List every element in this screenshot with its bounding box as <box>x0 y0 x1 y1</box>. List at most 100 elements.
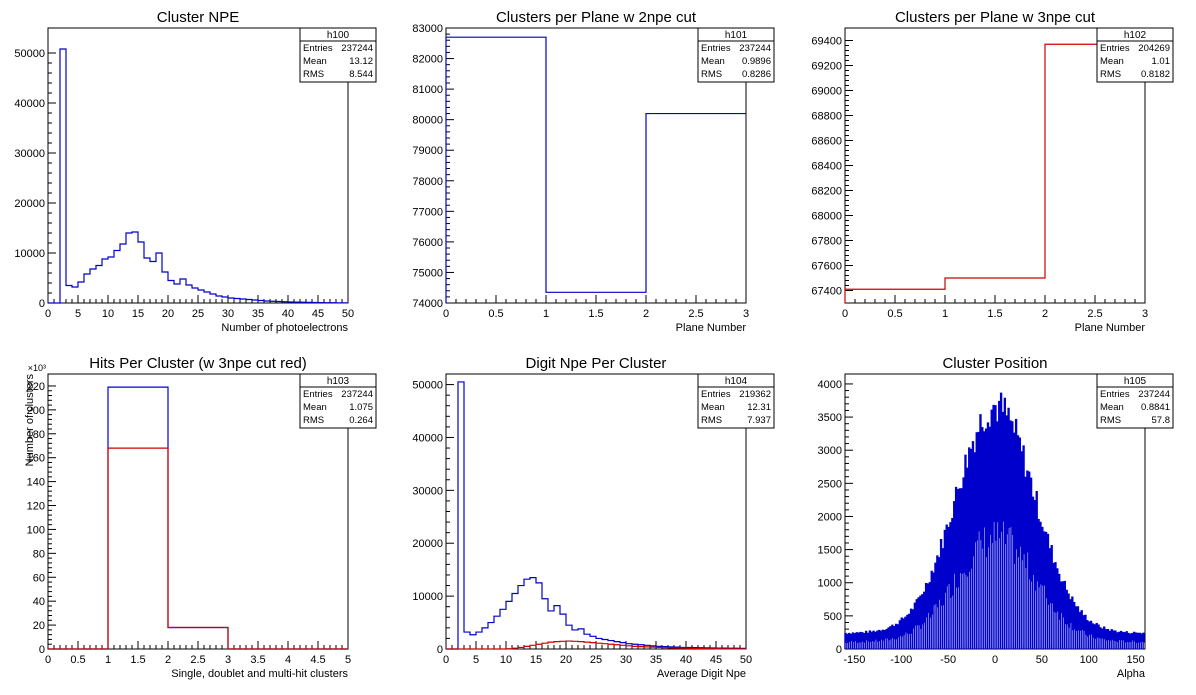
x-tick-label: 0.5 <box>887 308 902 320</box>
y-exponent-label: ×10³ <box>28 363 46 373</box>
y-tick-label: 2500 <box>818 478 842 490</box>
stats-box-frame <box>299 27 377 83</box>
x-tick-label: 0.5 <box>488 308 503 320</box>
chart-svg-1: Clusters per Plane w 2npe cut 0 0.5 1 1.5 2 2.… <box>412 9 775 334</box>
histogram-series-1 <box>446 640 746 650</box>
y-tick-label: 80000 <box>412 115 443 127</box>
stats-value: 12.31 <box>747 402 771 413</box>
y-tick-label: 3000 <box>818 445 842 457</box>
y-tick-label: 30000 <box>14 148 45 160</box>
stats-box: h104 Entries 219362 Mean 12.31 RMS 7.937 <box>697 373 775 429</box>
chart-panel-0: Cluster NPE 0 5 10 15 20 25 30 35 40 45 50 0 10000 200… <box>0 0 398 344</box>
y-tick-label: 68600 <box>811 136 842 148</box>
stats-name: h101 <box>725 30 748 41</box>
x-tick-label: 20 <box>162 308 174 320</box>
stats-box-frame <box>697 373 775 429</box>
chart-svg-4: Digit Npe Per Cluster 0 5 10 15 20 25 30 35 40 45 5… <box>412 355 775 680</box>
x-tick-label: 35 <box>650 654 662 666</box>
x-tick-label: 30 <box>222 308 234 320</box>
y-tick-label: 68800 <box>811 111 842 123</box>
histogram-series-0 <box>48 48 348 304</box>
stats-box: h102 Entries 204269 Mean 1.01 RMS 0.8182 <box>1096 27 1174 83</box>
y-tick-label: 120 <box>27 501 45 513</box>
chart-title: Cluster Position <box>942 355 1047 372</box>
chart-title: Clusters per Plane w 2npe cut <box>496 9 697 26</box>
stats-key: RMS <box>303 69 324 80</box>
x-tick-label: 50 <box>342 308 354 320</box>
x-tick-label: 35 <box>252 308 264 320</box>
stats-value: 237244 <box>1138 389 1170 400</box>
x-tick-label: 3 <box>225 654 231 666</box>
y-tick-label: 67600 <box>811 261 842 273</box>
x-tick-label: 1.5 <box>588 308 603 320</box>
chart-svg-0: Cluster NPE 0 5 10 15 20 25 30 35 40 45 50 0 10000 200… <box>14 9 377 334</box>
x-axis-label: Plane Number <box>1075 322 1146 334</box>
y-tick-label: 20000 <box>14 198 45 210</box>
chart-title: Digit Npe Per Cluster <box>526 355 667 372</box>
stats-key: Mean <box>701 402 725 413</box>
x-tick-label: 0 <box>842 308 848 320</box>
stats-box-frame <box>697 27 775 83</box>
stats-key: Entries <box>1100 389 1130 400</box>
stats-key: Mean <box>701 56 725 67</box>
x-tick-label: 2 <box>165 654 171 666</box>
y-tick-label: 67800 <box>811 236 842 248</box>
stats-value: 0.8286 <box>742 69 771 80</box>
y-tick-label: 76000 <box>412 237 443 249</box>
stats-key: Entries <box>701 389 731 400</box>
stats-key: Mean <box>1100 402 1124 413</box>
y-tick-label: 500 <box>824 611 842 623</box>
x-axis-label: Alpha <box>1117 668 1146 680</box>
y-tick-label: 1000 <box>818 578 842 590</box>
x-tick-label: 0 <box>45 308 51 320</box>
x-tick-label: 0 <box>992 654 998 666</box>
y-tick-label: 69400 <box>811 36 842 48</box>
x-tick-label: 100 <box>1080 654 1098 666</box>
y-tick-label: 140 <box>27 477 45 489</box>
stats-value: 7.937 <box>747 415 771 426</box>
stats-key: Entries <box>303 389 333 400</box>
y-tick-label: 100 <box>27 524 45 536</box>
stats-value: 237244 <box>341 389 373 400</box>
x-tick-label: 2.5 <box>688 308 703 320</box>
stats-name: h105 <box>1124 376 1147 387</box>
chart-panel-5: Cluster Position -150 -100 -50 0 50 100 150 0 500… <box>797 346 1195 690</box>
x-tick-label: 5 <box>75 308 81 320</box>
stats-name: h103 <box>327 376 350 387</box>
x-tick-label: 1.5 <box>987 308 1002 320</box>
stats-value: 1.01 <box>1152 56 1171 67</box>
y-tick-label: 3500 <box>818 412 842 424</box>
stats-value: 219362 <box>739 389 771 400</box>
stats-box-frame <box>1096 27 1174 83</box>
x-tick-label: -150 <box>843 654 865 666</box>
stats-name: h102 <box>1124 30 1147 41</box>
stats-key: RMS <box>303 415 324 426</box>
chart-panel-4: Digit Npe Per Cluster 0 5 10 15 20 25 30 35 40 45 5… <box>398 346 796 690</box>
stats-box: h103 Entries 237244 Mean 1.075 RMS 0.264 <box>299 373 377 429</box>
x-tick-label: 5 <box>345 654 351 666</box>
stats-value: 0.8841 <box>1141 402 1170 413</box>
x-tick-label: 3 <box>1142 308 1148 320</box>
y-tick-label: 20 <box>33 620 45 632</box>
stats-value: 0.264 <box>349 415 373 426</box>
x-tick-label: 5 <box>473 654 479 666</box>
x-tick-label: 3.5 <box>250 654 265 666</box>
x-axis-label: Number of photoelectrons <box>221 322 348 334</box>
y-tick-label: 40 <box>33 596 45 608</box>
y-tick-label: 0 <box>39 298 45 310</box>
x-tick-label: 0 <box>45 654 51 666</box>
x-tick-label: 25 <box>192 308 204 320</box>
stats-box: h101 Entries 237244 Mean 0.9896 RMS 0.8286 <box>697 27 775 83</box>
y-tick-label: 0 <box>437 644 443 656</box>
y-tick-label: 40000 <box>14 98 45 110</box>
histogram-series-1 <box>48 447 348 650</box>
stats-key: Mean <box>303 56 327 67</box>
x-tick-label: 2.5 <box>190 654 205 666</box>
chart-title: Clusters per Plane w 3npe cut <box>895 9 1096 26</box>
y-tick-label: 160 <box>27 453 45 465</box>
y-tick-label: 78000 <box>412 176 443 188</box>
y-tick-label: 30000 <box>412 485 443 497</box>
y-tick-label: 200 <box>27 405 45 417</box>
y-tick-label: 77000 <box>412 206 443 218</box>
y-tick-label: 0 <box>836 644 842 656</box>
